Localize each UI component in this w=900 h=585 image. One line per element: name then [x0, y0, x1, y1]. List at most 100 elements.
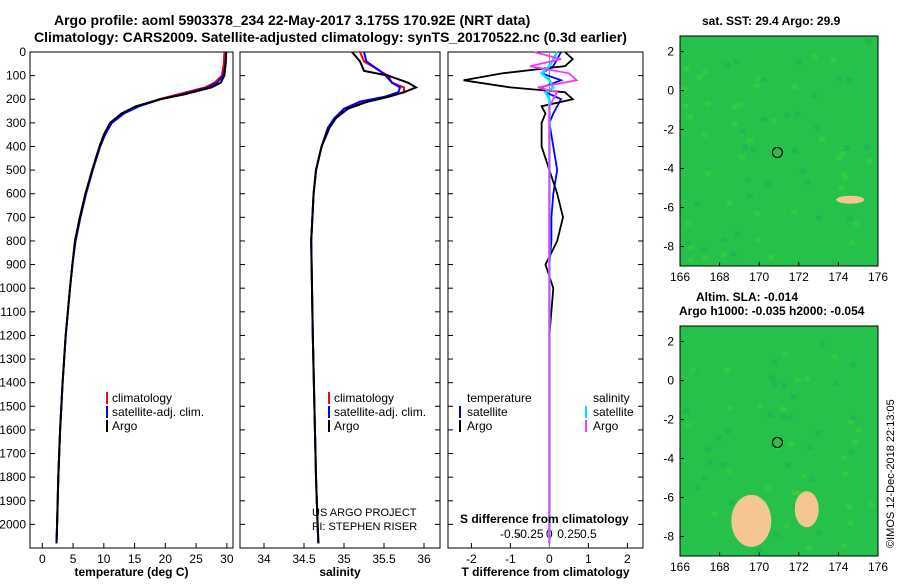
s-tick-label: -0.25 — [516, 527, 544, 541]
map-cell — [765, 180, 772, 186]
y-tick-label: -4 — [663, 162, 674, 176]
map-cell — [726, 405, 733, 411]
map-cell — [830, 57, 837, 63]
map-cell — [740, 128, 747, 134]
map-cell — [816, 530, 823, 536]
pi-text: PI: STEPHEN RISER — [312, 521, 417, 533]
x-tick-label: 35 — [337, 552, 351, 566]
legend-label-argo: Argo — [334, 419, 360, 433]
series-line-argo — [55, 51, 228, 544]
y-tick-label: 1000 — [0, 281, 26, 295]
map-cell — [852, 440, 859, 446]
map-cell — [846, 215, 853, 221]
x-tick-label: 30 — [220, 552, 234, 566]
y-tick-label: 2000 — [0, 517, 26, 531]
s-diff-title: S difference from climatology — [460, 512, 629, 526]
map-cell — [734, 231, 741, 237]
map-cell — [690, 367, 697, 373]
title-line-2: Climatology: CARS2009. Satellite-adjuste… — [34, 29, 627, 45]
map-cell — [701, 247, 708, 253]
map-cell — [848, 240, 855, 246]
map-cell — [711, 511, 718, 517]
legend-swatch-s-argo — [585, 420, 587, 432]
series-line-satellite-adj--clim- — [55, 51, 228, 544]
map-cell — [754, 83, 760, 89]
map-cell — [683, 408, 690, 414]
s-tick-label: 0.25 — [557, 527, 581, 541]
y-tick-label: 1300 — [0, 352, 26, 366]
map-cell — [795, 59, 802, 65]
map-cell — [816, 215, 823, 221]
x-axis-label: T difference from climatology — [461, 565, 629, 579]
map-cell — [780, 383, 787, 389]
y-tick-label: 1100 — [0, 305, 26, 319]
land-shape — [731, 494, 772, 547]
legend-label-s-satellite: satellite — [593, 405, 634, 419]
y-tick-label: 900 — [6, 258, 26, 272]
map-cell — [705, 170, 712, 176]
x-tick-label: 35.5 — [372, 552, 396, 566]
legend-label-s-argo: Argo — [593, 419, 619, 433]
map-cell — [844, 145, 851, 151]
map-cell — [805, 545, 812, 551]
map-cell — [695, 485, 702, 491]
map-cell — [746, 193, 753, 199]
map-cell — [707, 460, 713, 466]
map-cell — [696, 74, 703, 80]
map-cell — [819, 341, 826, 347]
map-frame — [679, 325, 879, 557]
x-tick-label: 176 — [868, 270, 888, 284]
series-line-t-argo — [463, 51, 575, 544]
map-cell — [756, 402, 763, 408]
map-cell — [794, 111, 801, 117]
legend-label-climatology: climatology — [334, 391, 394, 405]
map-cell — [754, 237, 761, 243]
argo-position-marker — [771, 146, 784, 159]
map-cell — [784, 112, 791, 118]
x-tick-label: 168 — [710, 270, 730, 284]
map-cell — [738, 154, 745, 160]
x-tick-label: 5 — [70, 552, 77, 566]
legend-title-salinity: salinity — [593, 391, 630, 405]
map-cell — [783, 523, 790, 529]
legend-label-argo: Argo — [112, 419, 138, 433]
map-cell — [795, 490, 802, 496]
map-cell — [702, 255, 709, 261]
map-cell — [737, 102, 744, 108]
map-cell — [801, 473, 808, 479]
x-tick-label: 15 — [128, 552, 142, 566]
map-cell — [848, 449, 855, 455]
series-line-satellite-adj--clim- — [310, 51, 402, 544]
map-cell — [835, 75, 842, 81]
y-tick-label: 800 — [6, 234, 26, 248]
map-cell — [804, 179, 811, 185]
map-cell — [723, 62, 730, 68]
x-tick-label: 170 — [749, 560, 769, 574]
map-cell — [768, 254, 775, 260]
map-cell — [840, 543, 847, 549]
map-cell — [680, 87, 687, 92]
map-cell — [745, 177, 752, 183]
map-cell — [771, 381, 778, 387]
map-cell — [723, 367, 730, 373]
map-cell — [755, 76, 762, 82]
series-line-climatology — [310, 51, 405, 544]
plot-frame — [29, 51, 234, 549]
map-cell — [792, 148, 799, 153]
legend-swatch-argo — [328, 420, 330, 432]
x-tick-label: 34.5 — [292, 552, 316, 566]
map-cell — [720, 462, 726, 467]
x-tick-label: 176 — [868, 560, 888, 574]
map-cell — [786, 415, 793, 421]
x-tick-label: 25 — [189, 552, 203, 566]
y-tick-label: 400 — [6, 139, 26, 153]
temperature-panel: 0100200300400500600700800900100011001200… — [0, 45, 234, 579]
map-frame — [679, 35, 879, 267]
map-cell — [791, 84, 798, 90]
legend-title-temperature: temperature — [467, 391, 532, 405]
map-cell — [733, 59, 740, 64]
legend-swatch-climatology — [328, 392, 330, 404]
y-tick-label: 1900 — [0, 494, 26, 508]
y-tick-label: 300 — [6, 116, 26, 130]
x-axis-label: temperature (deg C) — [74, 565, 188, 579]
